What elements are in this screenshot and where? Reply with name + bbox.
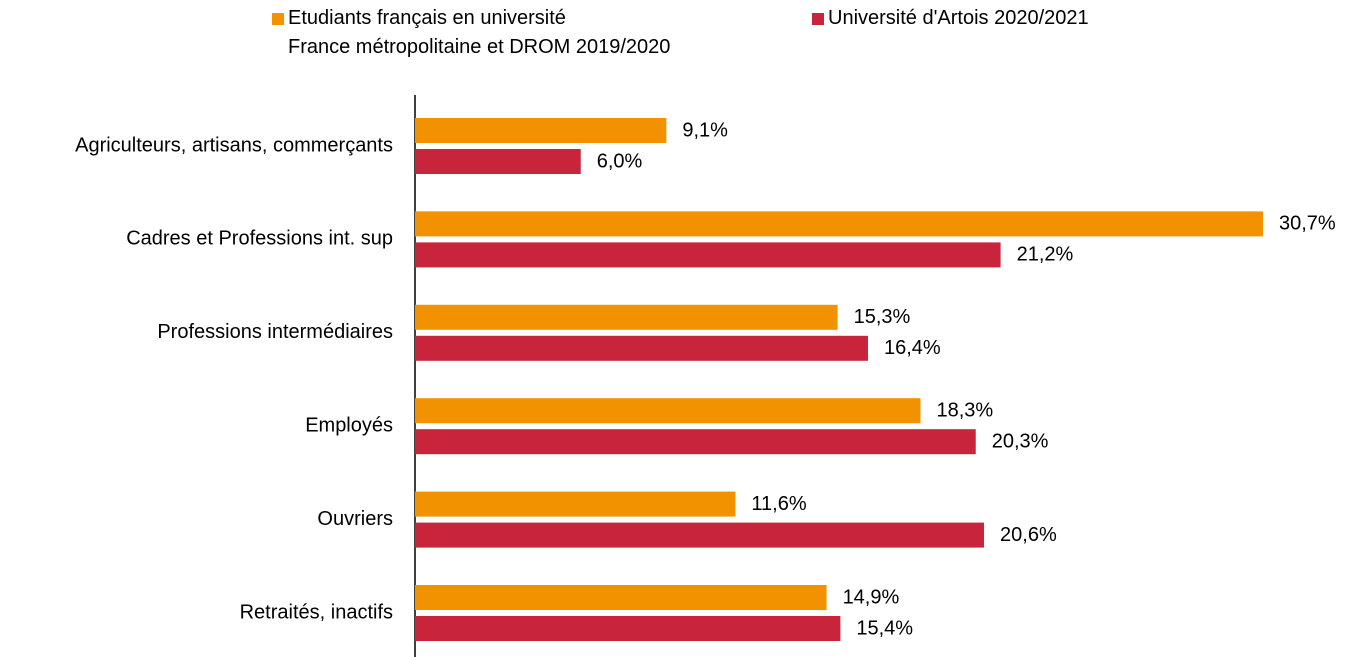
- legend-label: Etudiants français en université France …: [288, 7, 671, 58]
- value-label: 21,2%: [1017, 244, 1074, 266]
- value-label: 6,0%: [597, 150, 643, 172]
- value-label: 15,3%: [854, 306, 911, 328]
- value-label: 14,9%: [843, 586, 900, 608]
- category-label: Cadres et Professions int. sup: [126, 228, 393, 250]
- bar: [415, 149, 581, 174]
- bar: [415, 335, 869, 361]
- bar: [415, 522, 985, 548]
- value-label: 11,6%: [751, 493, 806, 515]
- value-label: 15,4%: [856, 617, 913, 639]
- legend-label: Université d'Artois 2020/2021: [828, 7, 1089, 29]
- bar: [415, 429, 976, 455]
- bar: [415, 398, 921, 424]
- value-label: 20,3%: [992, 430, 1049, 452]
- legend-swatch: [812, 13, 824, 25]
- legend-swatch: [272, 13, 284, 25]
- category-label: Employés: [305, 414, 393, 436]
- value-label: 30,7%: [1279, 213, 1336, 235]
- value-label: 16,4%: [884, 337, 941, 359]
- category-label: Retraités, inactifs: [240, 601, 393, 623]
- value-label: 18,3%: [936, 399, 993, 421]
- value-label: 9,1%: [682, 119, 728, 141]
- bar: [415, 242, 1001, 268]
- bar: [415, 491, 736, 517]
- bar: [415, 304, 838, 330]
- value-label: 20,6%: [1000, 524, 1057, 546]
- bar: [415, 118, 667, 143]
- category-label: Ouvriers: [317, 508, 393, 530]
- bar: [415, 585, 827, 610]
- bar: [415, 616, 841, 641]
- bar: [415, 211, 1263, 237]
- category-label: Professions intermédiaires: [157, 321, 393, 343]
- category-label: Agriculteurs, artisans, commerçants: [75, 134, 393, 156]
